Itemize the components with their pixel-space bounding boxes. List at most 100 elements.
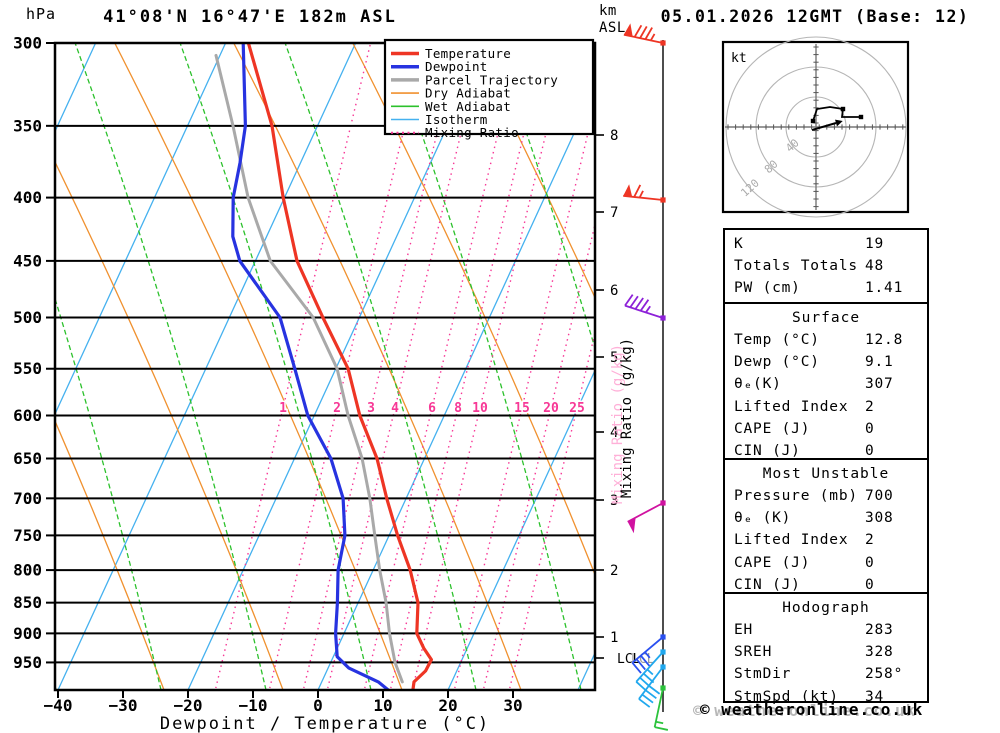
mixing-ratio-axis-caption: Mixing Ratio (g/kg)Mixing Ratio (g/kg) xyxy=(610,338,635,504)
panel-row: StmSpd (kt) 34 xyxy=(725,686,927,708)
svg-text:Dry Adiabat: Dry Adiabat xyxy=(425,86,511,101)
panel-row-value: 2 xyxy=(865,398,875,415)
svg-text:450: 450 xyxy=(13,251,42,270)
parcel-trajectory-curve xyxy=(214,53,404,684)
watermark-ghost: © weatheronline.co.uk xyxy=(693,701,917,720)
svg-text:Wet Adiabat: Wet Adiabat xyxy=(425,99,511,114)
svg-text:20: 20 xyxy=(543,401,559,416)
svg-text:300: 300 xyxy=(13,34,42,53)
panel-row-label: θₑ(K) xyxy=(734,376,782,393)
panel-row-label: EH xyxy=(734,622,754,638)
pressure-gridlines xyxy=(55,42,595,664)
dewpoint-curve xyxy=(231,43,390,690)
svg-text:5: 5 xyxy=(610,350,618,366)
panel-row: Lifted Index 2 xyxy=(725,396,927,418)
panel-row-label: Dewp (°C) xyxy=(734,354,820,371)
temperature-curve xyxy=(246,43,433,690)
hodograph-unit-label: kt xyxy=(731,51,747,66)
svg-text:Mixing Ratio (g/kg): Mixing Ratio (g/kg) xyxy=(619,338,635,498)
svg-text:6: 6 xyxy=(428,401,436,416)
svg-text:2: 2 xyxy=(333,401,341,416)
svg-text:6: 6 xyxy=(610,283,618,299)
svg-text:600: 600 xyxy=(13,406,42,425)
watermark-text: © weatheronline.co.uk xyxy=(700,700,924,719)
panel-row: StmDir 258° xyxy=(725,663,927,685)
svg-text:4: 4 xyxy=(610,425,618,441)
svg-text:350: 350 xyxy=(13,116,42,135)
hodograph-storm-arrow xyxy=(835,119,843,127)
svg-text:Parcel Trajectory: Parcel Trajectory xyxy=(425,72,558,87)
svg-text:650: 650 xyxy=(13,449,42,468)
sounding-curves xyxy=(214,43,433,690)
svg-text:3: 3 xyxy=(610,493,618,509)
station-title: 41°08'N 16°47'E 182m ASL xyxy=(103,7,397,27)
svg-text:1: 1 xyxy=(279,401,287,416)
panel-row-label: CIN (J) xyxy=(734,576,801,593)
svg-text:10: 10 xyxy=(472,401,488,416)
svg-text:4: 4 xyxy=(391,401,399,416)
panel-row-value: 328 xyxy=(865,644,894,661)
panel-row-value: 307 xyxy=(865,376,894,393)
panel-row: Dewp (°C) 9.1 xyxy=(725,351,927,373)
panel-header: Surface xyxy=(791,310,861,326)
svg-text:750: 750 xyxy=(13,526,42,545)
svg-text:25: 25 xyxy=(569,401,585,416)
panel-row-value: 308 xyxy=(865,510,894,527)
panel-row-label: CAPE (J) xyxy=(734,554,811,571)
panel-row-label: SREH xyxy=(734,644,773,661)
panel-row: Totals Totals 48 xyxy=(725,255,927,277)
panel-row: CIN (J) 0 xyxy=(725,440,927,462)
panel-row-label: StmSpd (kt) xyxy=(734,688,839,705)
panel-row-label: CIN (J) xyxy=(734,442,801,459)
hodograph-trace xyxy=(812,106,861,122)
panel-row-value: 700 xyxy=(865,488,894,504)
pressure-unit-label: hPa xyxy=(26,5,57,23)
panel-row-value: 258° xyxy=(865,666,904,683)
plot-frame xyxy=(53,41,597,692)
lcl-label: LCL xyxy=(617,652,641,667)
wind-barb xyxy=(623,184,666,203)
panel-row-label: Pressure (mb) xyxy=(734,488,858,504)
x-axis-title: Dewpoint / Temperature (°C) xyxy=(159,714,491,733)
indices-box-most-unstable: Most Unstable Pressure (mb) 700 θₑ (K) 308 Li… xyxy=(723,458,929,594)
svg-text:7: 7 xyxy=(610,205,618,221)
panel-row-label: θₑ (K) xyxy=(734,510,792,527)
run-title: 05.01.2026 12GMT (Base: 12) xyxy=(660,7,970,26)
svg-text:950: 950 xyxy=(13,653,42,672)
panel-row-value: 2 xyxy=(865,532,875,549)
wet-adiabats xyxy=(55,43,595,690)
svg-text:−30: −30 xyxy=(109,696,138,715)
wind-barb xyxy=(653,685,669,731)
panel-row-label: Totals Totals xyxy=(734,258,858,275)
panel-row-value: 9.1 xyxy=(865,354,894,371)
wind-barb xyxy=(623,23,666,46)
panel-row-value: 1.41 xyxy=(865,280,904,297)
panel-row-value: 0 xyxy=(865,420,875,437)
panel-row: EH 283 xyxy=(725,619,927,641)
panel-row-label: CAPE (J) xyxy=(734,420,811,437)
svg-text:15: 15 xyxy=(514,401,530,416)
panel-row-label: PW (cm) xyxy=(734,280,801,297)
panel-row-value: 0 xyxy=(865,442,875,459)
panel-row: CIN (J) 0 xyxy=(725,574,927,596)
temperature-axis: −40 −30 −20 −10 0 10 20 30 xyxy=(44,690,523,715)
watermark: © weatheronline.co.uk © weatheronline.co… xyxy=(693,700,924,720)
svg-text:Mixing Ratio: Mixing Ratio xyxy=(425,125,519,140)
svg-text:−40: −40 xyxy=(44,696,73,715)
svg-text:1: 1 xyxy=(610,630,618,646)
panel-row: Lifted Index 2 xyxy=(725,529,927,551)
svg-text:3: 3 xyxy=(367,401,375,416)
svg-text:850: 850 xyxy=(13,593,42,612)
svg-text:Temperature: Temperature xyxy=(425,46,511,61)
svg-text:Dewpoint: Dewpoint xyxy=(425,59,488,74)
mixing-ratio-labels: 1 2 3 4 6 8 10 15 20 25 xyxy=(278,400,587,418)
panel-row: SREH 328 xyxy=(725,641,927,663)
panel-row: CAPE (J) 0 xyxy=(725,552,927,574)
svg-text:900: 900 xyxy=(13,624,42,643)
panel-row-label: Temp (°C) xyxy=(734,332,820,348)
indices-box-surface: Surface Temp (°C) 12.8 Dewp (°C) 9.1 θₑ(K) 307… xyxy=(723,302,929,460)
svg-text:20: 20 xyxy=(438,696,457,715)
